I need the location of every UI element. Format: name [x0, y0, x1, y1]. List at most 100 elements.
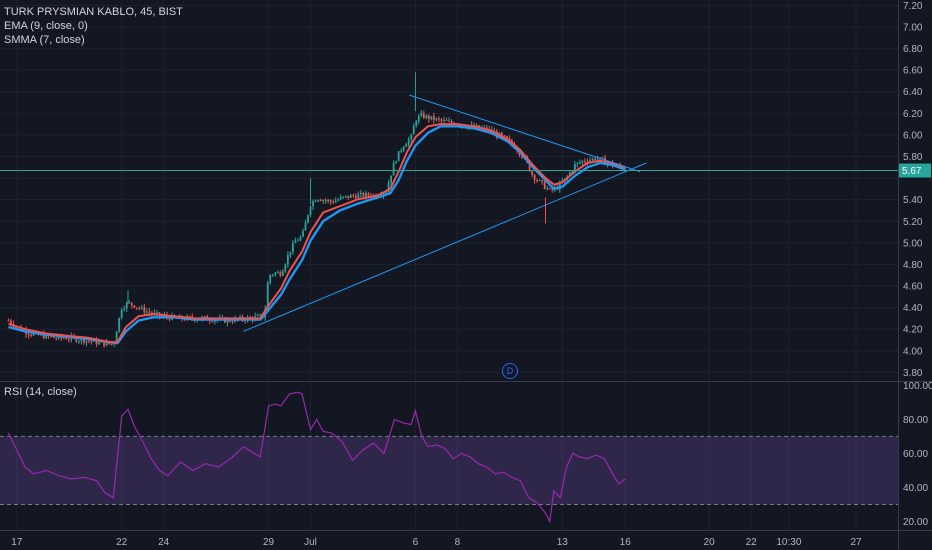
candle-body [80, 338, 83, 341]
candle-body [576, 162, 579, 165]
candle-body [226, 319, 229, 323]
candle-body [367, 193, 370, 196]
candle-body [30, 335, 32, 337]
dividend-badge[interactable]: D [502, 363, 518, 379]
trendline-upper [408, 94, 641, 173]
candle-body [95, 339, 98, 345]
candle-body [349, 195, 352, 198]
candle-body [531, 171, 533, 175]
candle-body [450, 120, 453, 124]
candle-body [317, 199, 319, 202]
candle-body [362, 192, 365, 197]
time-axis-label: 29 [263, 537, 275, 548]
candle-body [302, 230, 304, 237]
candle-body [274, 272, 277, 275]
candle-body [420, 113, 423, 117]
candle-body [596, 159, 599, 161]
candle-body [548, 188, 551, 190]
candle-body [571, 170, 574, 173]
time-axis-label: 16 [620, 537, 632, 548]
candle-body [342, 196, 345, 198]
candle-body [289, 251, 292, 255]
candle-body [67, 339, 70, 341]
candle-body [365, 193, 367, 197]
candle-body [299, 236, 302, 241]
rsi-legend-label: RSI (14, close) [4, 386, 77, 398]
time-axis-label: 10:30 [776, 537, 801, 548]
price-axis-label: 4.80 [903, 260, 923, 271]
price-axis-label: 6.20 [903, 109, 923, 120]
candle-body [314, 201, 317, 203]
candle-body [115, 331, 118, 343]
time-axis-label: 22 [116, 537, 128, 548]
price-axis-label: 4.40 [903, 303, 923, 314]
candle-body [385, 192, 387, 194]
candle-body [415, 121, 418, 126]
candle-body [551, 188, 554, 190]
symbol-title: TURK PRYSMIAN KABLO, 45, BIST [4, 6, 183, 18]
candle-body [27, 334, 30, 336]
candle-body [279, 272, 282, 276]
candle-body [405, 144, 408, 147]
candle-body [307, 215, 309, 223]
candle-body [304, 222, 307, 231]
candle-body [440, 119, 443, 121]
chart-legend: TURK PRYSMIAN KABLO, 45, BIST EMA (9, cl… [4, 5, 183, 47]
candle-body [332, 201, 335, 203]
time-axis-label: Jul [304, 537, 317, 548]
candle-body [135, 307, 138, 309]
candle-body [395, 161, 398, 163]
candle-body [506, 136, 508, 139]
candle-body [435, 118, 438, 121]
candle-body [500, 132, 503, 136]
candle-body [128, 302, 131, 304]
smma-line [8, 125, 626, 345]
time-axis-label: 24 [158, 537, 170, 548]
candle-body [211, 320, 214, 322]
price-axis-label: 4.00 [903, 346, 923, 357]
candle-body [266, 282, 269, 309]
candle-body [213, 320, 216, 322]
candle-body [110, 343, 113, 345]
candle-body [322, 200, 325, 202]
candle-body [334, 200, 337, 203]
candle-body [148, 311, 151, 313]
candle-body [397, 151, 400, 162]
candle-body [188, 316, 191, 318]
candle-body [309, 206, 312, 216]
candle-body [65, 338, 68, 340]
candle-body [432, 116, 435, 121]
last-price-label: 5.67 [902, 166, 922, 177]
candle-body [594, 158, 596, 161]
candle-body [256, 315, 259, 317]
time-axis-label: 27 [850, 537, 862, 548]
candle-body [503, 135, 506, 137]
candle-body [259, 314, 262, 316]
candle-body [543, 181, 546, 189]
time-axis-label: 17 [11, 537, 23, 548]
price-axis-label: 4.60 [903, 282, 923, 293]
time-axis-label: 22 [746, 537, 758, 548]
candle-body [407, 139, 410, 145]
candle-body [77, 340, 80, 342]
candle-body [276, 272, 279, 274]
price-axis-label: 7.00 [903, 22, 923, 33]
price-axis-label: 5.80 [903, 152, 923, 163]
candle-body [50, 336, 53, 338]
candle-body [402, 146, 405, 151]
ema-legend-label: EMA (9, close, 0) [4, 20, 88, 32]
time-axis-label: 20 [704, 537, 716, 548]
rsi-line [7, 391, 626, 524]
candle-body [538, 179, 541, 181]
candle-body [337, 199, 340, 201]
candle-body [140, 307, 143, 309]
trendline-lower [243, 162, 647, 332]
candle-body [133, 305, 136, 308]
candle-body [7, 320, 10, 322]
rsi-axis-label: 60.00 [903, 449, 928, 460]
time-axis-label: 8 [455, 537, 461, 548]
candle-body [130, 302, 133, 306]
candle-body [62, 337, 65, 339]
candle-body [291, 243, 294, 252]
